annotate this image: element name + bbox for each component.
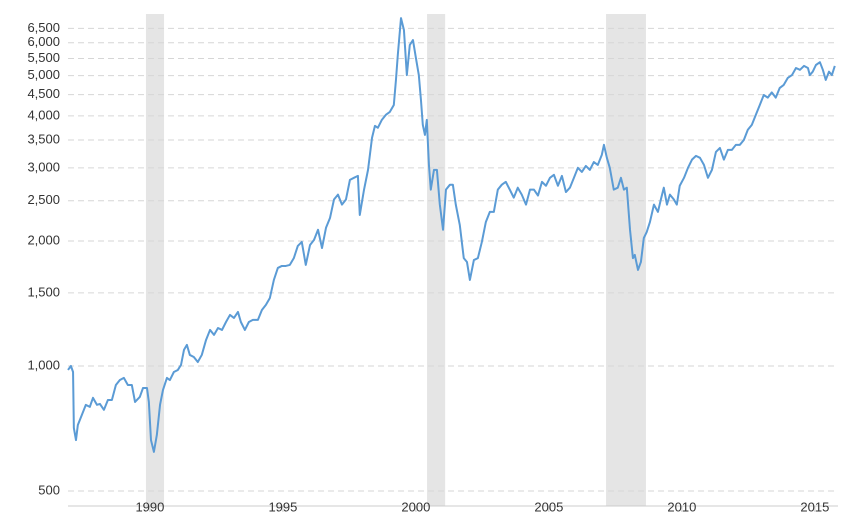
x-tick-label: 2010: [667, 499, 696, 514]
series-line: [67, 17, 836, 453]
y-tick-label: 4,000: [27, 107, 60, 122]
y-tick-label: 6,500: [27, 20, 60, 35]
x-tick-label: 2000: [401, 499, 430, 514]
y-tick-label: 1,000: [27, 357, 60, 372]
y-tick-label: 500: [38, 482, 60, 497]
y-tick-label: 3,000: [27, 159, 60, 174]
x-tick-label: 2015: [800, 499, 829, 514]
recession-band: [606, 14, 646, 506]
recession-band: [145, 14, 165, 506]
y-tick-label: 4,500: [27, 86, 60, 101]
recession-band: [427, 14, 446, 506]
y-tick-label: 6,000: [27, 34, 60, 49]
x-tick-label: 1990: [135, 499, 164, 514]
y-tick-label: 2,000: [27, 232, 60, 247]
y-tick-label: 3,500: [27, 131, 60, 146]
y-tick-label: 2,500: [27, 192, 60, 207]
y-tick-label: 5,000: [27, 67, 60, 82]
y-tick-label: 5,500: [27, 50, 60, 65]
x-tick-label: 1995: [268, 499, 297, 514]
y-tick-label: 1,500: [27, 284, 60, 299]
x-tick-label: 2005: [534, 499, 563, 514]
